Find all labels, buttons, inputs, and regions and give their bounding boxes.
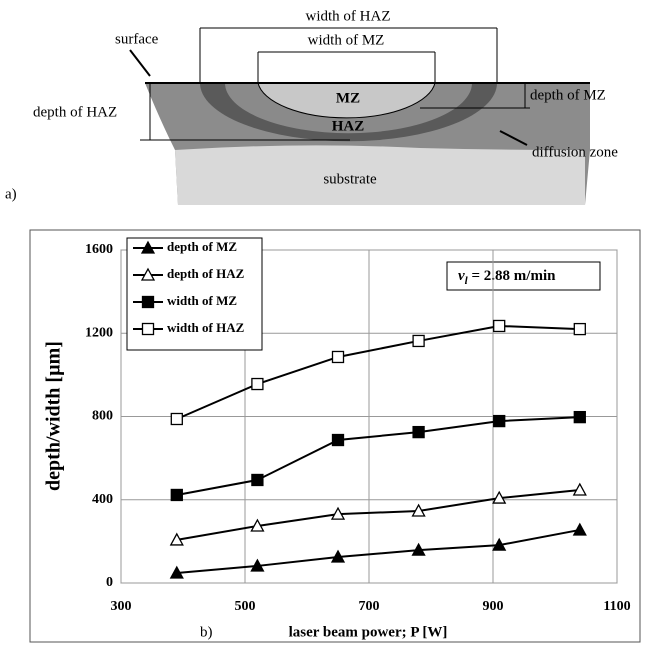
marker — [411, 503, 426, 517]
diagram: width of HAZ width of MZ surface depth o… — [5, 8, 618, 205]
y-tick-label: 1600 — [85, 242, 113, 257]
marker — [331, 433, 345, 447]
label: depth of MZ — [530, 87, 606, 103]
marker — [169, 565, 184, 579]
legend-label: depth of MZ — [167, 239, 237, 254]
annotation-symbol: v — [458, 268, 465, 284]
marker — [412, 334, 425, 348]
label: HAZ — [332, 118, 365, 134]
marker — [251, 473, 264, 487]
marker — [251, 377, 264, 391]
legend-label: width of MZ — [167, 293, 237, 308]
panel-label: a) — [5, 186, 17, 202]
arrow — [129, 49, 151, 77]
annotation-box — [446, 261, 601, 291]
legend-marker — [141, 322, 155, 336]
y-tick-label: 1200 — [85, 325, 113, 340]
marker — [330, 506, 346, 520]
annotation: vl = 2.88 m/min — [458, 268, 556, 286]
y-axis-label: depth/width [µm] — [43, 341, 65, 491]
marker — [493, 414, 506, 428]
label: diffusion zone — [532, 144, 618, 160]
y-tick-label: 0 — [106, 575, 113, 590]
marker — [330, 549, 346, 563]
legend-marker — [141, 295, 155, 309]
x-tick-label: 500 — [235, 599, 256, 614]
mz-region — [257, 82, 436, 119]
label: substrate — [323, 171, 377, 187]
x-axis-label: laser beam power; P [W] — [289, 624, 448, 640]
marker — [331, 350, 345, 364]
x-tick-label: 700 — [359, 599, 380, 614]
label: MZ — [336, 90, 360, 106]
marker — [573, 322, 586, 336]
series-line — [176, 528, 580, 575]
legend-label: depth of HAZ — [167, 266, 245, 281]
marker — [492, 537, 507, 551]
annotation-subscript: l — [465, 275, 469, 287]
legend-marker — [140, 240, 156, 254]
y-tick-label: 400 — [92, 492, 113, 507]
legend-marker — [140, 267, 156, 281]
label: depth of HAZ — [33, 104, 117, 120]
series-line — [176, 488, 580, 541]
annotation-text: = 2.88 m/min — [468, 268, 556, 284]
label: width of MZ — [308, 32, 385, 48]
series-line — [176, 324, 580, 420]
marker — [411, 542, 426, 556]
label: width of HAZ — [306, 8, 391, 24]
marker — [170, 412, 183, 426]
arrow — [499, 130, 528, 146]
marker — [572, 482, 587, 496]
legend-label: width of HAZ — [167, 320, 245, 335]
series-line — [176, 416, 580, 496]
x-tick-label: 1100 — [603, 599, 630, 614]
panel-label: b) — [200, 624, 213, 640]
marker — [572, 522, 587, 536]
marker — [169, 532, 184, 546]
marker — [250, 558, 265, 572]
x-tick-label: 300 — [111, 599, 132, 614]
y-tick-label: 800 — [92, 409, 113, 424]
marker — [493, 319, 506, 333]
marker — [412, 425, 425, 439]
marker — [492, 490, 507, 504]
marker — [170, 488, 183, 502]
label: surface — [115, 31, 159, 47]
chart-frame — [29, 229, 641, 643]
substrate-region — [175, 145, 585, 205]
x-tick-label: 900 — [483, 599, 504, 614]
marker — [573, 410, 586, 424]
marker — [250, 518, 265, 532]
